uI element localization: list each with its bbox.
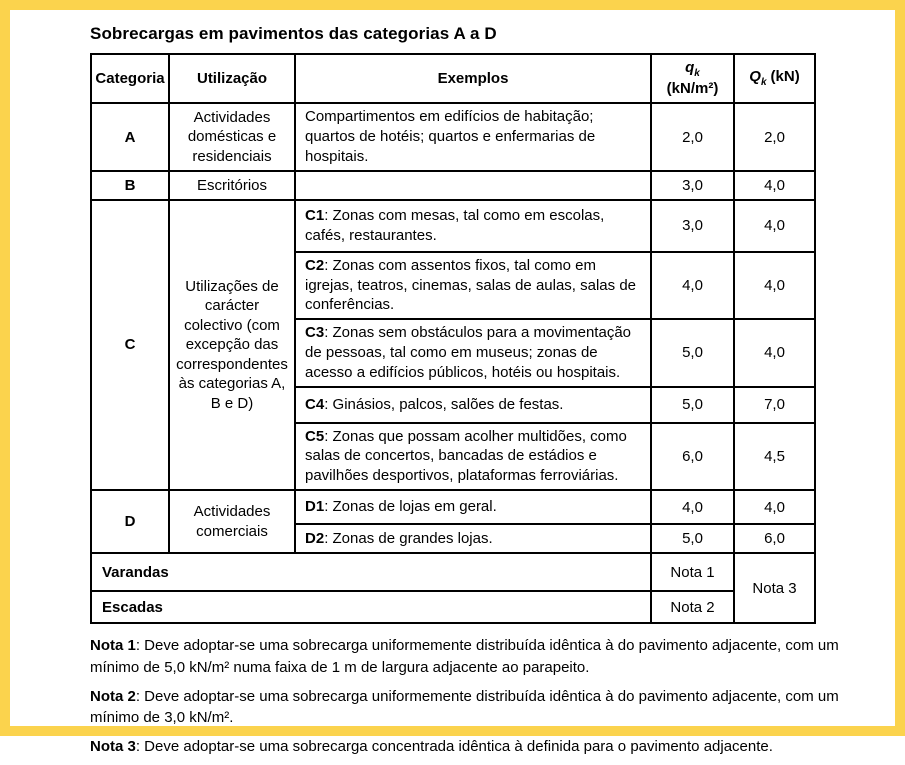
row-c4: C4: Ginásios, palcos, salões de festas. …: [91, 385, 816, 424]
row-c2: C2: Zonas com assentos fixos, tal como e…: [91, 250, 816, 321]
cell-qk-a: 2,0: [650, 102, 735, 172]
document-content: Sobrecargas em pavimentos das categorias…: [90, 24, 842, 765]
cell-Qk-d2: 6,0: [733, 523, 816, 555]
row-escadas: Escadas Nota 2: [90, 590, 815, 625]
cell-Qk-c2: 4,0: [733, 250, 816, 321]
row-c5: C5: Zonas que possam acolher multidões, …: [91, 421, 816, 492]
note-3: Nota 3: Deve adoptar-se uma sobrecarga c…: [90, 738, 773, 756]
qk-unit: (kN/m²): [666, 80, 719, 98]
cell-Qk-d1: 4,0: [733, 489, 816, 526]
row-d2: D2: Zonas de grandes lojas. 5,0 6,0: [91, 523, 816, 555]
cell-utilizacao-d: Actividades comerciais: [168, 489, 296, 555]
Qk-unit: (kN): [770, 68, 800, 86]
cell-Qk-c4: 7,0: [733, 385, 816, 424]
row-c1: C Utilizações de carácter colectivo (com…: [90, 198, 816, 492]
cell-Qk-c3: 4,0: [733, 318, 816, 388]
row-c3: C3: Zonas sem obstáculos para a moviment…: [91, 318, 816, 388]
row-category-b: B Escritórios 3,0 4,0: [90, 169, 816, 201]
note-2: Nota 2: Deve adoptar-se uma sobrecarga u…: [90, 687, 839, 727]
cell-categoria-b: B: [90, 169, 170, 201]
row-d1: D Actividades comerciais D1: Zonas de lo…: [90, 489, 816, 555]
col-header-utilizacao: Utilização: [168, 52, 296, 105]
yellow-highlight-frame: [0, 0, 905, 736]
cell-qk-c5: 6,0: [650, 421, 735, 492]
col-header-categoria: Categoria: [90, 52, 170, 105]
cell-exemplos-d1: D1: Zonas de lojas em geral.: [294, 489, 652, 526]
cell-label-escadas: Escadas: [90, 590, 652, 625]
cell-qk-d2: 5,0: [650, 523, 735, 555]
cell-qk-b: 3,0: [650, 169, 735, 201]
cell-Qk-a: 2,0: [733, 102, 816, 172]
cell-qk-c3: 5,0: [650, 318, 735, 388]
col-header-Qk: Qk (kN): [733, 52, 816, 105]
col-header-qk: qk (kN/m²): [650, 52, 735, 105]
page-title: Sobrecargas em pavimentos das categorias…: [90, 24, 497, 43]
cell-exemplos-c3: C3: Zonas sem obstáculos para a moviment…: [294, 318, 652, 388]
qk-symbol: qk: [685, 59, 700, 79]
row-varandas: Varandas Nota 1 Nota 3: [90, 552, 816, 625]
table-header-row: Categoria Utilização Exemplos qk (kN/m²)…: [90, 52, 816, 105]
cell-nota2-ref: Nota 2: [650, 590, 735, 625]
cell-nota1-ref: Nota 1: [650, 552, 735, 593]
note-1: Nota 1: Deve adoptar-se uma sobrecarga u…: [90, 637, 839, 676]
cell-categoria-a: A: [90, 102, 170, 172]
cell-exemplos-c5: C5: Zonas que possam acolher multidões, …: [294, 421, 652, 492]
cell-exemplos-c4: C4: Ginásios, palcos, salões de festas.: [294, 385, 652, 424]
cell-Qk-c1: 4,0: [733, 198, 816, 253]
cell-exemplos-a: Compartimentos em edifícios de habitação…: [294, 102, 652, 172]
row-category-a: A Actividades domésticas e residenciais …: [90, 102, 816, 172]
cell-categoria-c: C: [90, 198, 170, 492]
cell-exemplos-c2: C2: Zonas com assentos fixos, tal como e…: [294, 250, 652, 321]
notes-section: Nota 1: Deve adoptar-se uma sobrecarga u…: [90, 635, 840, 758]
cell-utilizacao-a: Actividades domésticas e residenciais: [168, 102, 296, 172]
cell-qk-c2: 4,0: [650, 250, 735, 321]
Qk-symbol: Q: [749, 68, 761, 86]
cell-exemplos-b: [294, 169, 652, 201]
cell-qk-c4: 5,0: [650, 385, 735, 424]
cell-exemplos-d2: D2: Zonas de grandes lojas.: [294, 523, 652, 555]
cell-qk-c1: 3,0: [650, 198, 735, 253]
cell-Qk-c5: 4,5: [733, 421, 816, 492]
cell-utilizacao-c: Utilizações de carácter colectivo (com e…: [168, 198, 296, 492]
cell-exemplos-c1: C1: Zonas com mesas, tal como em escolas…: [294, 198, 652, 253]
loads-table: Categoria Utilização Exemplos qk (kN/m²)…: [90, 52, 816, 625]
cell-categoria-d: D: [90, 489, 170, 555]
cell-label-varandas: Varandas: [90, 552, 652, 593]
cell-Qk-b: 4,0: [733, 169, 816, 201]
cell-utilizacao-b: Escritórios: [168, 169, 296, 201]
col-header-exemplos: Exemplos: [294, 52, 652, 105]
cell-qk-d1: 4,0: [650, 489, 735, 526]
cell-nota3-ref: Nota 3: [733, 552, 816, 625]
